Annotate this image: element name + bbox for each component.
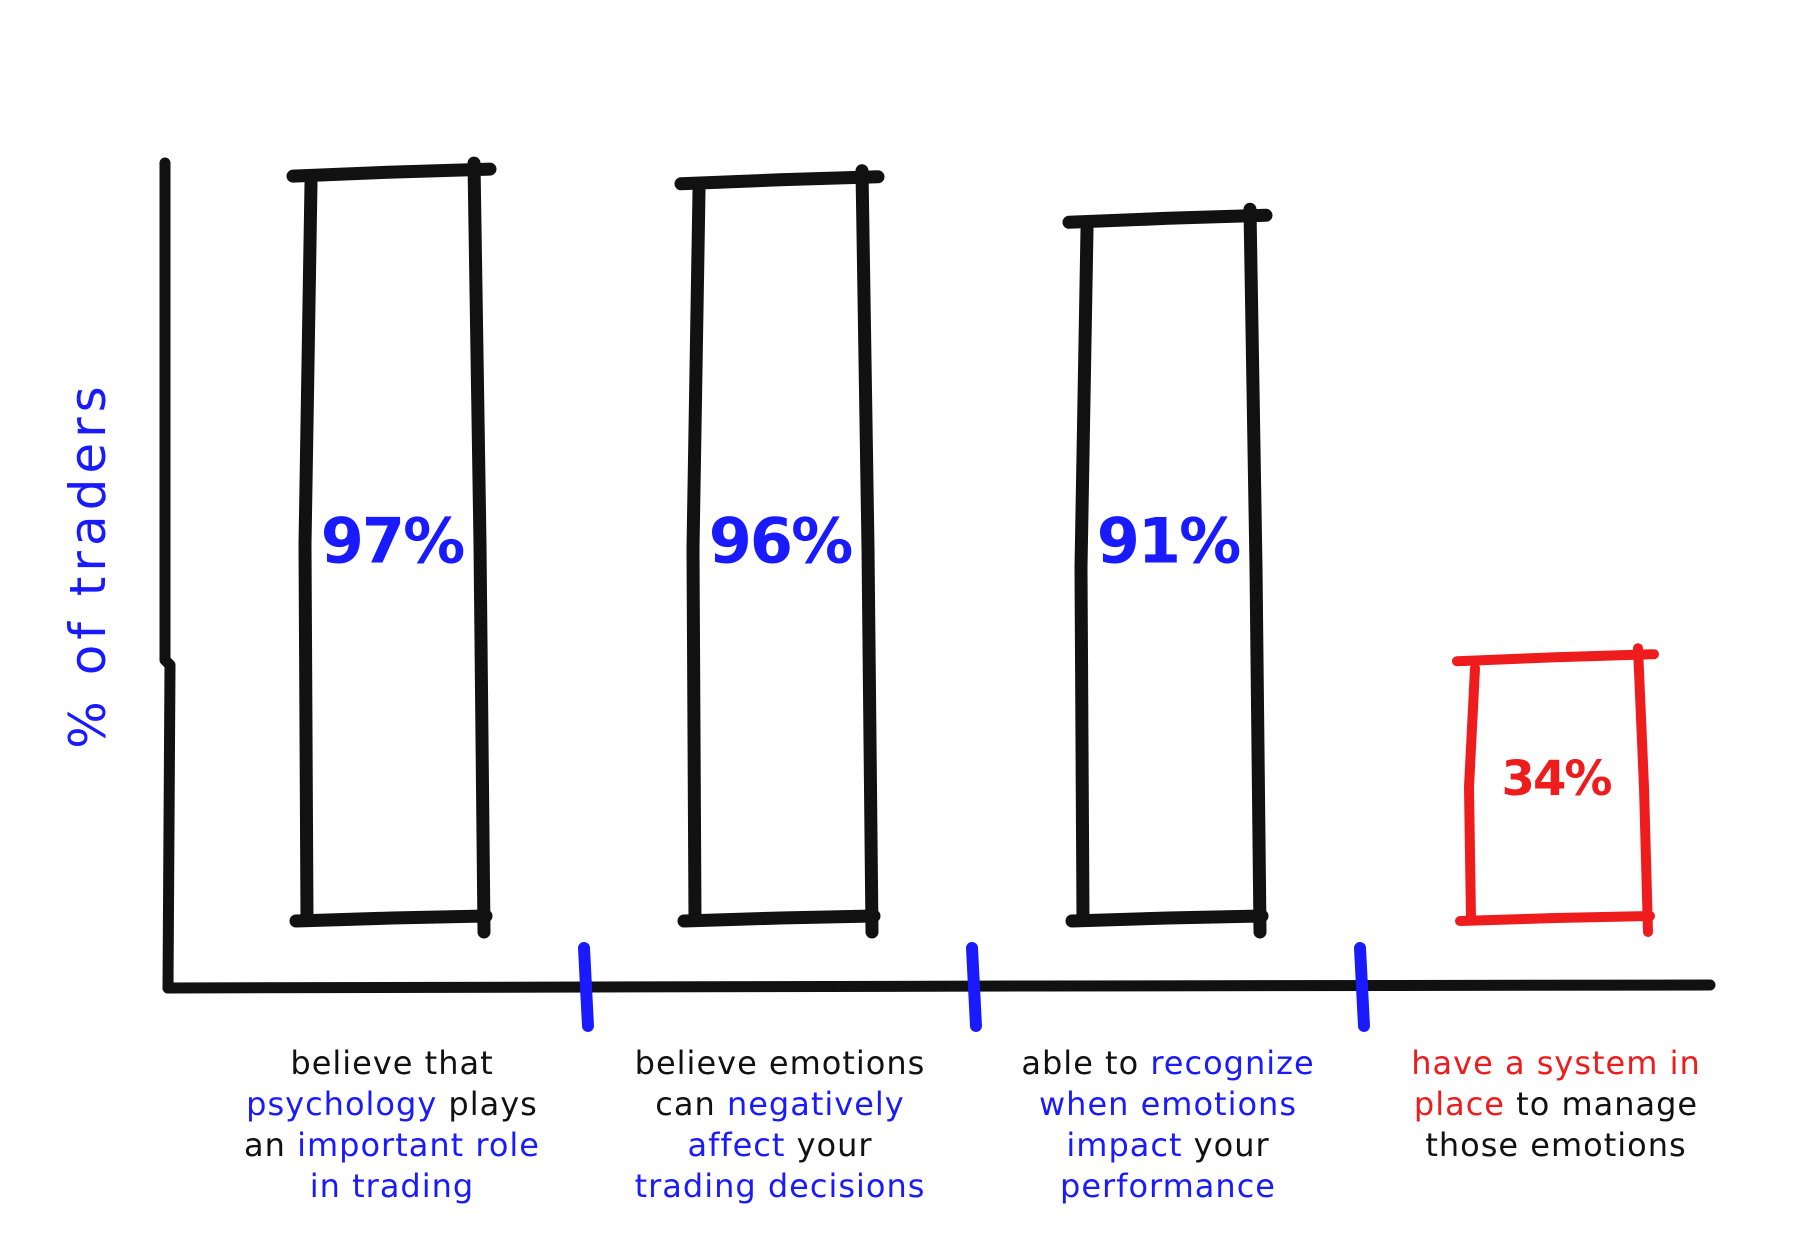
category-label-highlight: impact — [1066, 1126, 1183, 1164]
category-label-text: your — [785, 1126, 873, 1164]
bar — [286, 156, 497, 939]
category-divider — [578, 942, 594, 1032]
bar-top-edge — [1062, 208, 1273, 229]
x-axis — [162, 979, 1716, 994]
category-label-highlight: in trading — [309, 1167, 475, 1205]
category-label-highlight: have a system in — [1411, 1044, 1701, 1082]
y-axis-label-highlight: traders — [59, 381, 117, 597]
bar-left-edge — [1463, 663, 1480, 925]
category-divider — [1354, 942, 1370, 1032]
bar-top-edge — [286, 162, 497, 183]
category-label-highlight: trading decisions — [634, 1167, 926, 1205]
value-label: 96% — [708, 504, 853, 578]
category-label-text: plays — [437, 1085, 538, 1123]
category-label-highlight: recognize — [1150, 1044, 1315, 1082]
bar-right-edge — [1243, 202, 1267, 939]
bar-top-edge — [1452, 649, 1659, 667]
category-label: believe that psychology plays an important… — [202, 1043, 582, 1207]
y-axis-label: % of traders — [59, 381, 117, 748]
bar-right-edge — [1633, 643, 1653, 937]
bar-left-edge — [686, 184, 706, 927]
category-dividers — [578, 942, 1370, 1032]
category-label-text: those emotions — [1425, 1126, 1687, 1164]
y-axis-label-prefix: % of — [59, 596, 117, 749]
bar-bottom-edge — [1455, 911, 1655, 926]
y-axis — [159, 157, 176, 994]
category-label-text: to manage — [1504, 1085, 1699, 1123]
category-divider — [966, 942, 982, 1032]
value-label: 97% — [320, 504, 465, 578]
bar-right-edge — [855, 164, 879, 939]
category-label-highlight: negatively — [726, 1085, 905, 1123]
value-label: 34% — [1501, 751, 1613, 808]
category-label-text: believe emotions — [634, 1044, 926, 1082]
bar-left-edge — [298, 176, 318, 927]
category-label-text: an — [244, 1126, 298, 1164]
bar-right-edge — [467, 156, 491, 939]
value-label: 91% — [1096, 504, 1241, 578]
bar — [1062, 202, 1273, 939]
category-label-highlight: when emotions — [1039, 1085, 1297, 1123]
category-label: believe emotions can negatively affect you… — [590, 1043, 970, 1207]
category-label-text: can — [655, 1085, 727, 1123]
bar-left-edge — [1074, 222, 1094, 927]
bar-top-edge — [674, 170, 885, 191]
category-label-highlight: performance — [1060, 1167, 1276, 1205]
bar — [1452, 643, 1659, 937]
bar — [674, 164, 885, 939]
bar-bottom-edge — [677, 909, 881, 928]
category-label-text: able to — [1021, 1044, 1151, 1082]
category-label: have a system in place to manage those emo… — [1366, 1043, 1746, 1166]
bars — [286, 156, 1659, 939]
category-label-text: your — [1182, 1126, 1270, 1164]
category-label-text: believe that — [290, 1044, 494, 1082]
category-label: able to recognize when emotions impact you… — [978, 1043, 1358, 1207]
bar-bottom-edge — [1065, 909, 1269, 928]
category-label-highlight: important role — [297, 1126, 540, 1164]
category-label-highlight: psychology — [246, 1085, 438, 1123]
axes — [159, 157, 1716, 994]
category-label-highlight: place — [1413, 1085, 1505, 1123]
category-label-highlight: affect — [687, 1126, 786, 1164]
bar-bottom-edge — [289, 909, 493, 928]
